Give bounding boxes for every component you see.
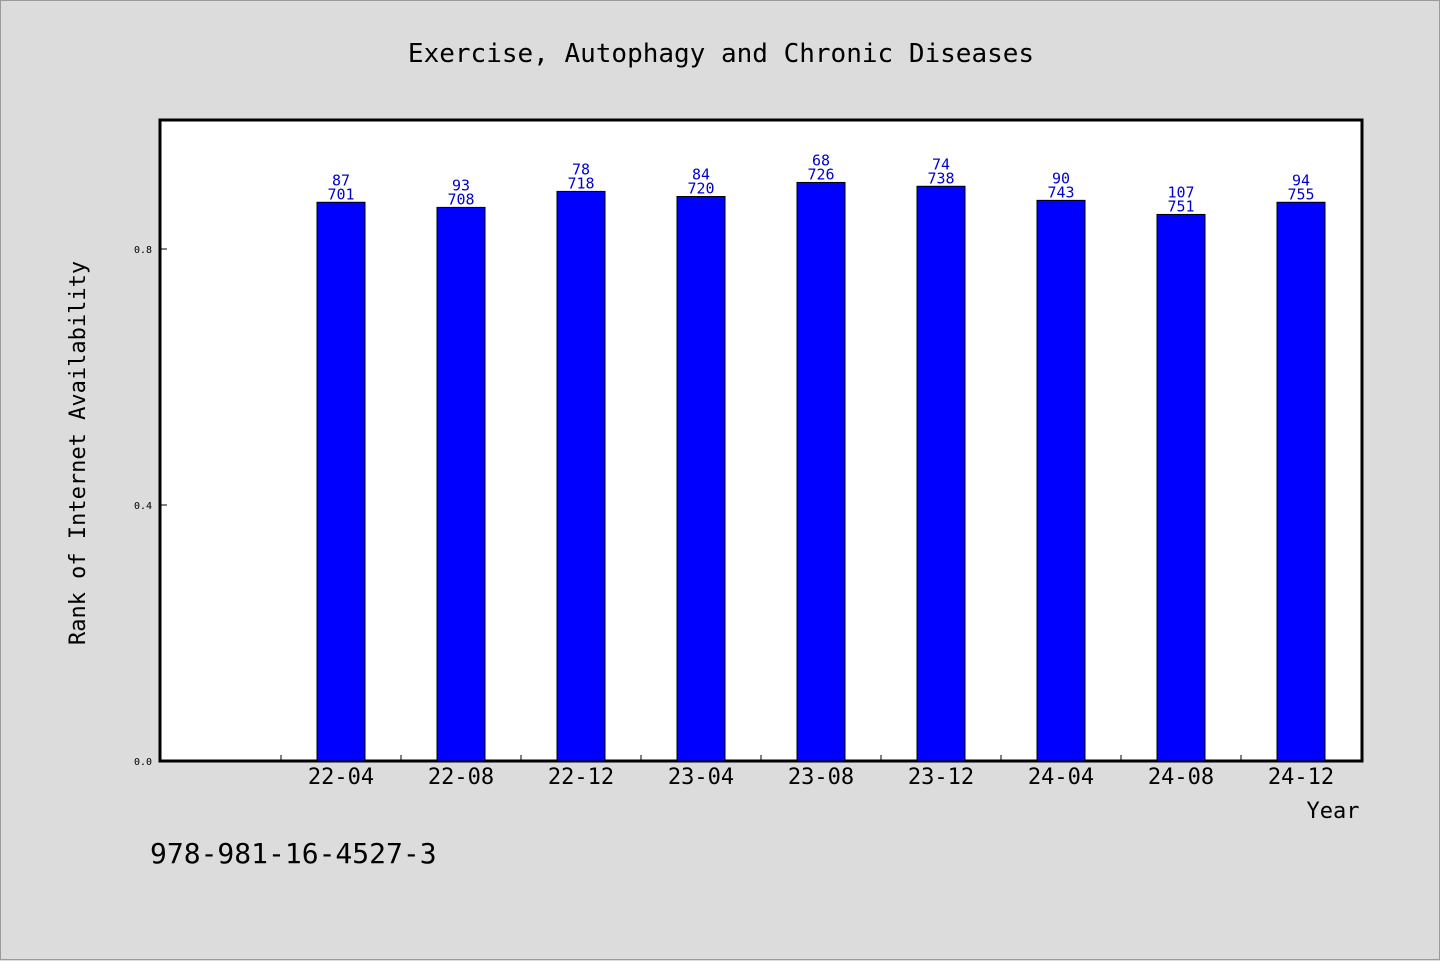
x-tick-label-24-04: 24-04 (1028, 765, 1094, 790)
y-axis-ticks: 0.0 0.4 0.8 (134, 245, 167, 768)
bar-label-top-23-12: 74 (932, 155, 950, 173)
bar-22-04 (316, 201, 366, 762)
bar-24-08 (1156, 213, 1206, 762)
bar-label-bottom-24-04: 743 (1047, 183, 1074, 201)
bar-label-top-23-08: 68 (812, 151, 830, 169)
x-tick-label-23-04: 23-04 (668, 765, 734, 790)
bar-label-top-23-04: 84 (692, 166, 710, 184)
bar-23-12 (916, 185, 966, 762)
y-tick-label-0.8: 0.8 (134, 245, 152, 256)
bar-23-04 (676, 196, 726, 762)
bars-group (316, 181, 1326, 762)
bar-label-top-22-04: 87 (332, 171, 350, 189)
x-tick-label-22-12: 22-12 (548, 765, 614, 790)
bar-label-bottom-23-08: 726 (807, 165, 834, 183)
x-tick-label-23-12: 23-12 (908, 765, 974, 790)
bar-23-08 (796, 181, 846, 762)
x-tick-label-24-12: 24-12 (1268, 765, 1334, 790)
chart-title: Exercise, Autophagy and Chronic Diseases (408, 39, 1034, 69)
bar-label-top-24-08: 107 (1167, 183, 1194, 201)
y-tick-label-0.0: 0.0 (134, 757, 152, 768)
x-tick-label-23-08: 23-08 (788, 765, 854, 790)
bar-22-12 (556, 190, 606, 762)
x-tick-label-24-08: 24-08 (1148, 765, 1214, 790)
bar-label-top-24-04: 90 (1052, 169, 1070, 187)
bar-label-top-22-08: 93 (452, 176, 470, 194)
bar-label-bottom-22-08: 708 (447, 190, 474, 208)
bar-24-04 (1036, 199, 1086, 762)
bar-label-bottom-22-04: 701 (327, 185, 354, 203)
bar-label-bottom-22-12: 718 (567, 174, 594, 192)
isbn-footer: 978-981-16-4527-3 (150, 837, 437, 870)
x-axis-ticks: 22-04 22-08 22-12 23-04 23-08 23-12 24-04 24-08… (280, 755, 1334, 790)
x-tick-label-22-08: 22-08 (428, 765, 494, 790)
y-tick-label-0.4: 0.4 (134, 501, 152, 512)
bar-label-bottom-23-12: 738 (927, 169, 954, 187)
x-axis-title: Year (1307, 799, 1360, 824)
bar-label-top-24-12: 94 (1292, 171, 1310, 189)
bar-label-bottom-24-12: 755 (1287, 185, 1314, 203)
bar-label-top-22-12: 78 (572, 160, 590, 178)
bar-label-bottom-23-04: 720 (687, 180, 714, 198)
bar-label-bottom-24-08: 751 (1167, 197, 1194, 215)
bar-22-08 (436, 206, 486, 762)
bar-24-12 (1276, 201, 1326, 762)
y-axis-title: Rank of Internet Availability (66, 261, 91, 645)
x-tick-label-22-04: 22-04 (308, 765, 374, 790)
